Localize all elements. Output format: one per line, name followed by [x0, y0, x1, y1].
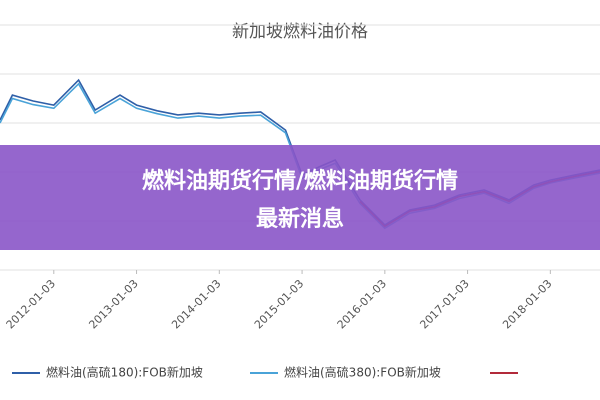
overlay-banner: [0, 145, 600, 250]
chart-title: 新加坡燃料油价格: [232, 22, 368, 42]
legend-label: 燃料油(高硫180):FOB新加坡: [46, 365, 203, 380]
overlay-text: 最新消息: [256, 206, 344, 232]
legend-label: 燃料油(高硫380):FOB新加坡: [284, 365, 441, 380]
overlay-text: 燃料油期货行情/燃料油期货行情: [142, 168, 458, 194]
